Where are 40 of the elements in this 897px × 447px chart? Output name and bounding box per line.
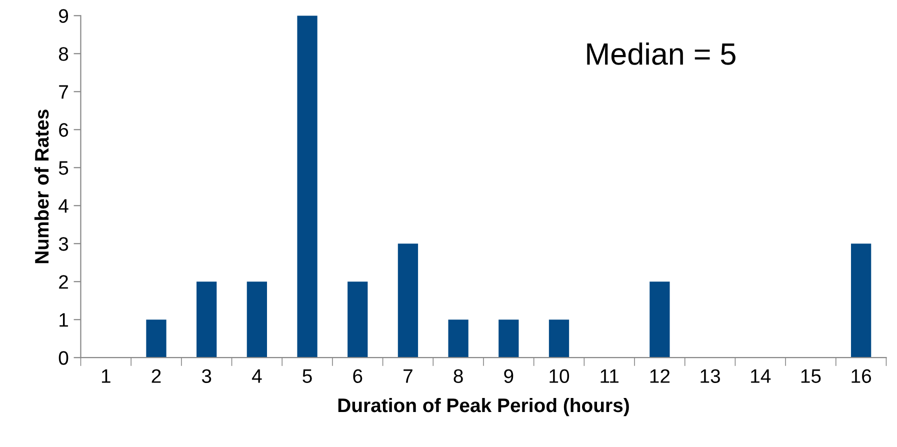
x-tick-label: 10 [550, 369, 570, 383]
bar [348, 282, 368, 358]
x-axis-title: Duration of Peak Period (hours) [338, 398, 629, 416]
y-tick-label: 7 [59, 85, 68, 99]
bar [850, 244, 872, 358]
x-tick-label: 15 [801, 369, 821, 383]
y-axis-title: Number of Rates [34, 110, 49, 264]
y-tick-label: 9 [59, 9, 68, 23]
y-tick-label: 8 [58, 47, 68, 61]
x-tick-label: 11 [600, 369, 618, 383]
x-tick-label: 13 [700, 369, 720, 383]
bar [498, 320, 519, 358]
bar [448, 320, 468, 358]
x-tick-label: 16 [852, 369, 872, 383]
x-tick-label: 2 [152, 369, 161, 383]
x-tick-label: 12 [650, 369, 670, 383]
x-tick-label: 7 [404, 369, 412, 383]
x-tick-label: 8 [454, 369, 463, 383]
x-tick-label: 5 [302, 369, 312, 383]
y-tick-label: 5 [58, 161, 68, 175]
bar [398, 244, 418, 358]
y-tick-label: 0 [58, 351, 68, 365]
x-tick-label: 6 [353, 369, 362, 383]
annotation: Median = 5 [587, 42, 736, 65]
y-tick-label: 2 [59, 275, 68, 289]
y-tick-label: 3 [58, 237, 68, 251]
x-tick-label: 1 [102, 369, 110, 383]
bar [196, 282, 217, 358]
y-tick-label: 4 [58, 199, 68, 213]
y-tick-label: 6 [59, 123, 68, 137]
bar [246, 282, 268, 358]
bar [548, 320, 570, 358]
x-tick-label: 9 [504, 369, 514, 383]
x-tick-label: 4 [252, 369, 262, 383]
bar [297, 16, 318, 358]
y-tick-label: 1 [60, 313, 68, 327]
x-tick-label: 14 [751, 369, 771, 383]
bar [650, 282, 670, 358]
bar [146, 320, 166, 358]
x-tick-label: 3 [202, 369, 212, 383]
